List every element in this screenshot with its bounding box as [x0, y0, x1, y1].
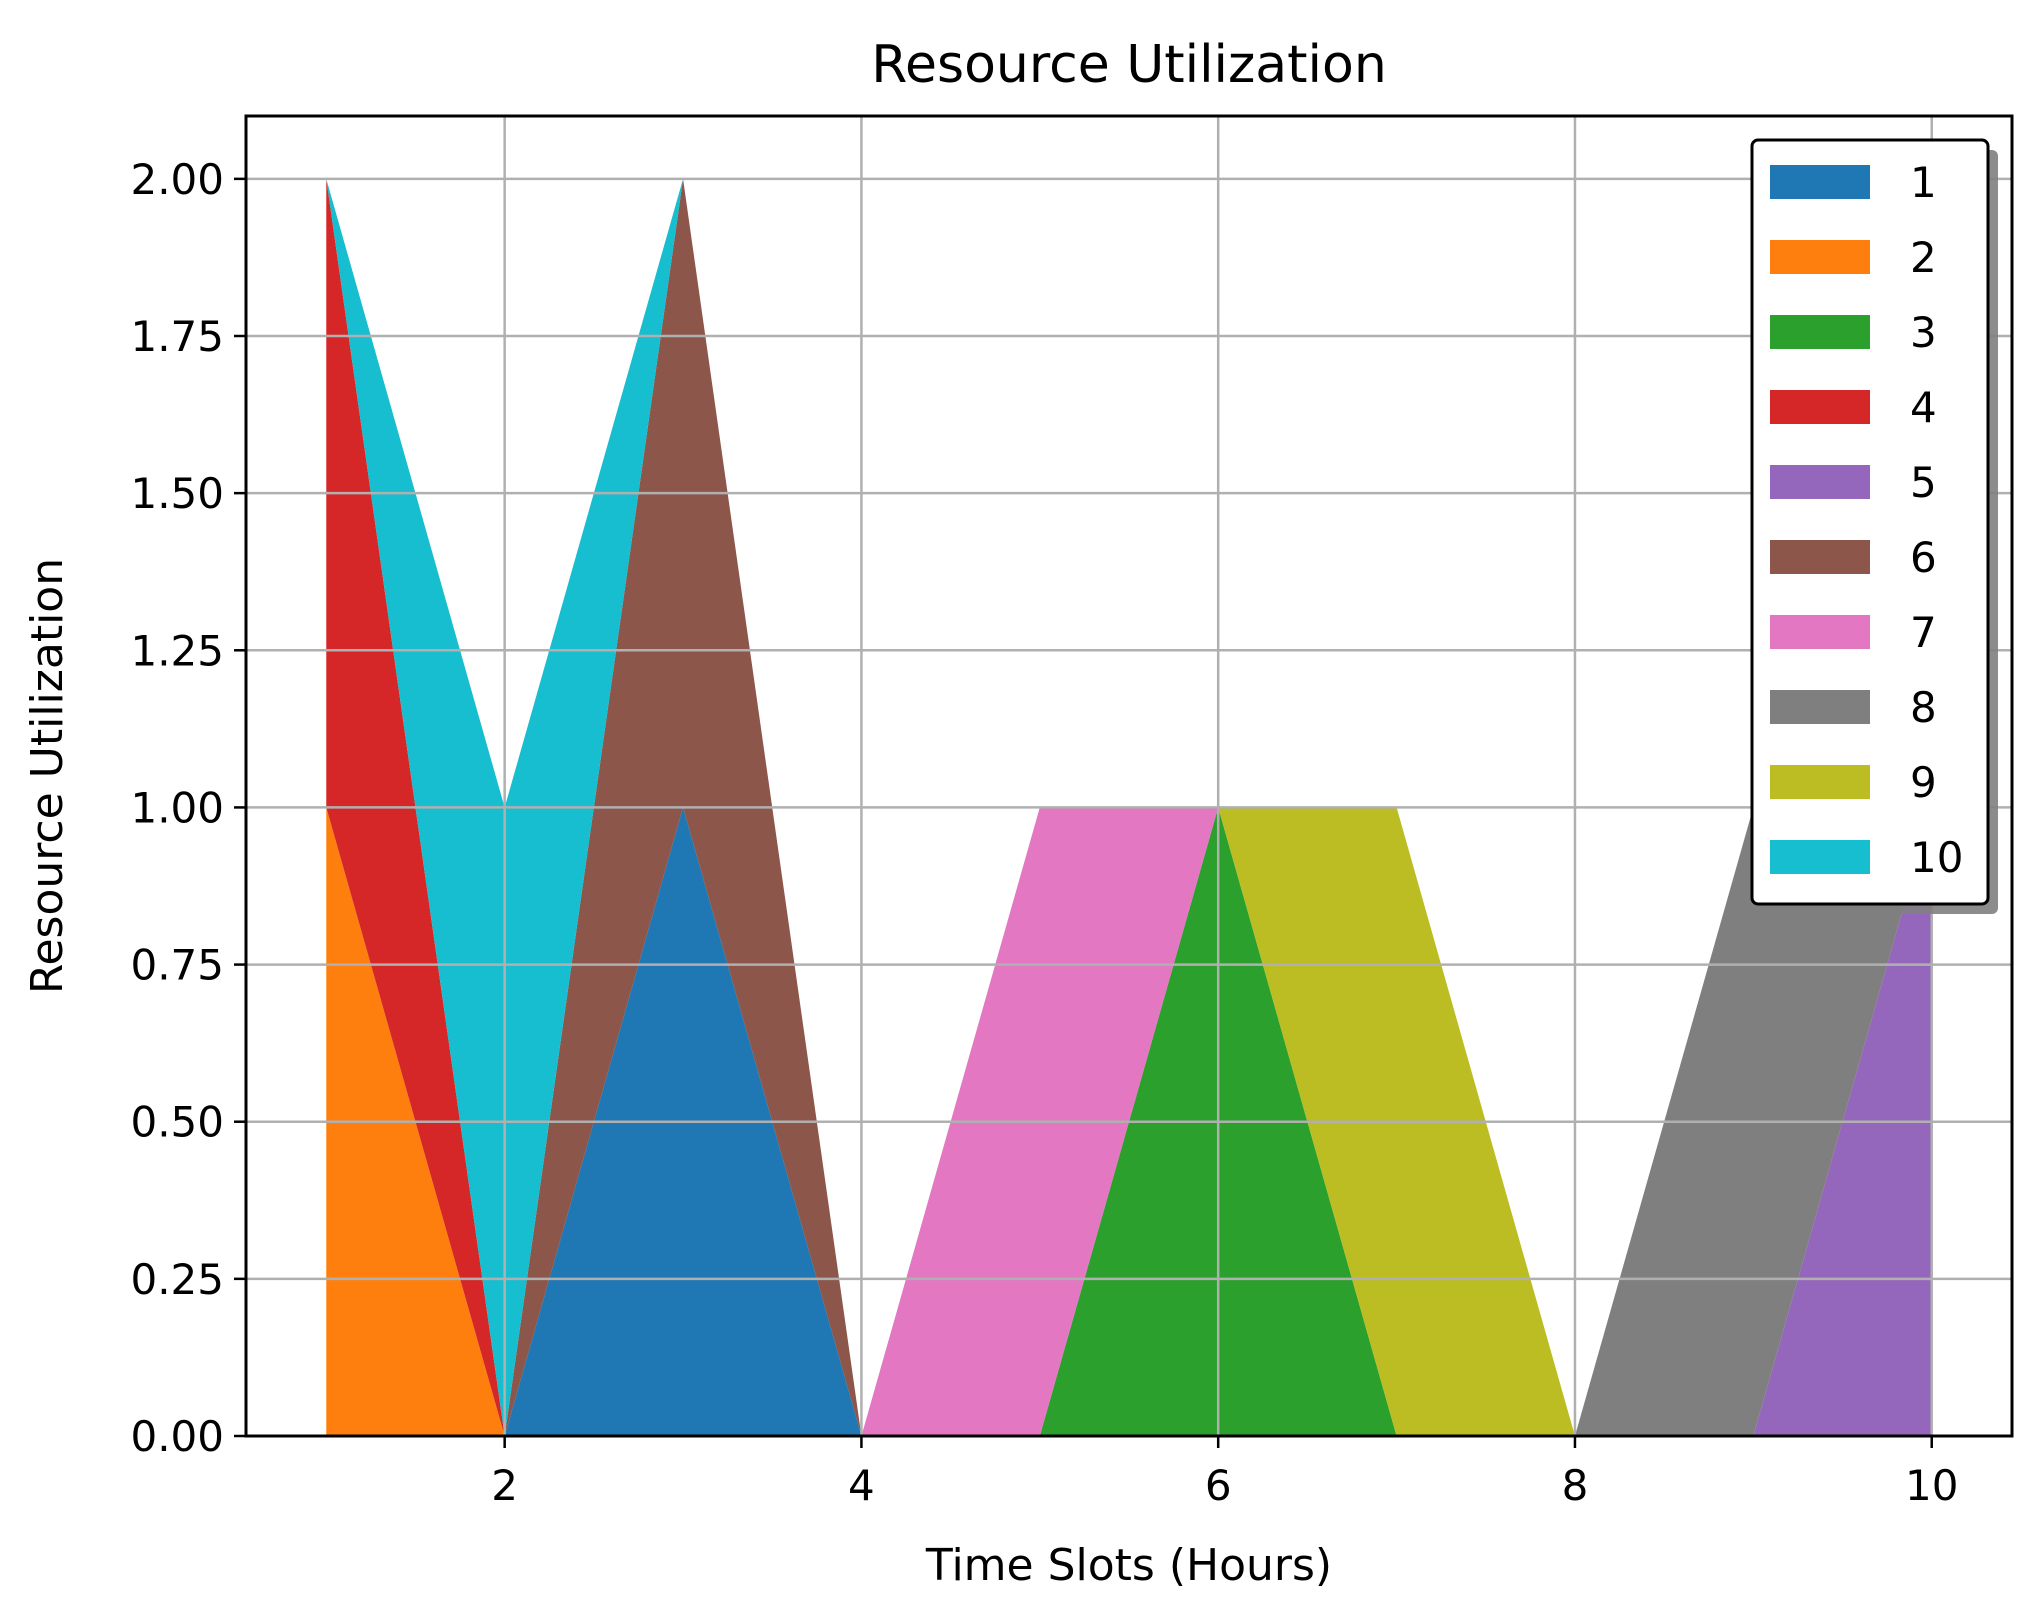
area-series-3	[326, 807, 1932, 1436]
legend-label: 9	[1910, 758, 1937, 807]
legend-item-3[interactable]: 3	[1770, 308, 1937, 357]
legend-label: 3	[1910, 308, 1937, 357]
legend-item-8[interactable]: 8	[1770, 683, 1937, 732]
y-tick-label: 1.00	[130, 783, 224, 832]
legend-swatch	[1770, 690, 1870, 724]
y-tick-label: 0.50	[130, 1098, 224, 1147]
area-series-2	[326, 807, 1932, 1436]
legend-swatch	[1770, 615, 1870, 649]
legend-item-4[interactable]: 4	[1770, 383, 1937, 432]
legend-item-1[interactable]: 1	[1770, 158, 1937, 207]
y-tick-label: 0.75	[130, 941, 224, 990]
legend-swatch	[1770, 840, 1870, 874]
y-tick-label: 1.25	[130, 626, 224, 675]
legend-item-5[interactable]: 5	[1770, 458, 1937, 507]
y-tick-label: 0.25	[130, 1255, 224, 1304]
legend-swatch	[1770, 540, 1870, 574]
y-tick-label: 1.75	[130, 312, 224, 361]
chart-title: Resource Utilization	[871, 35, 1387, 95]
legend-swatch	[1770, 165, 1870, 199]
y-tick-label: 2.00	[130, 155, 224, 204]
legend-item-6[interactable]: 6	[1770, 533, 1937, 582]
legend-item-9[interactable]: 9	[1770, 758, 1937, 807]
legend-label: 6	[1910, 533, 1937, 582]
legend-label: 8	[1910, 683, 1937, 732]
x-tick-label: 4	[848, 1461, 875, 1510]
legend-swatch	[1770, 465, 1870, 499]
legend[interactable]: 1 2 3 4 5 6 7 8 9 10	[1750, 138, 1998, 914]
legend-swatch	[1770, 390, 1870, 424]
legend-label: 7	[1910, 608, 1937, 657]
y-tick-label: 0.00	[130, 1412, 224, 1461]
area-series-8	[326, 178, 1932, 1437]
legend-label: 2	[1910, 233, 1937, 282]
legend-swatch	[1770, 315, 1870, 349]
axis-ticks: 2 4 6 8 10 0.00 0.25 0.50 0.75 1.00 1.25 1.50 1.75 2.…	[130, 155, 1958, 1510]
legend-item-7[interactable]: 7	[1770, 608, 1937, 657]
legend-item-2[interactable]: 2	[1770, 233, 1937, 282]
x-axis-label: Time Slots (Hours)	[925, 1540, 1332, 1591]
y-axis-label: Resource Utilization	[22, 558, 73, 994]
x-tick-label: 10	[1905, 1461, 1958, 1510]
legend-swatch	[1770, 765, 1870, 799]
legend-label: 10	[1910, 833, 1963, 882]
legend-label: 4	[1910, 383, 1937, 432]
x-tick-label: 6	[1205, 1461, 1232, 1510]
area-series-4	[326, 178, 1932, 1437]
legend-item-10[interactable]: 10	[1770, 833, 1963, 882]
x-tick-label: 2	[491, 1461, 518, 1510]
x-tick-label: 8	[1562, 1461, 1589, 1510]
legend-label: 5	[1910, 458, 1937, 507]
y-tick-label: 1.50	[130, 469, 224, 518]
plot-frame	[244, 114, 2014, 1438]
legend-swatch	[1770, 240, 1870, 274]
legend-label: 1	[1910, 158, 1937, 207]
